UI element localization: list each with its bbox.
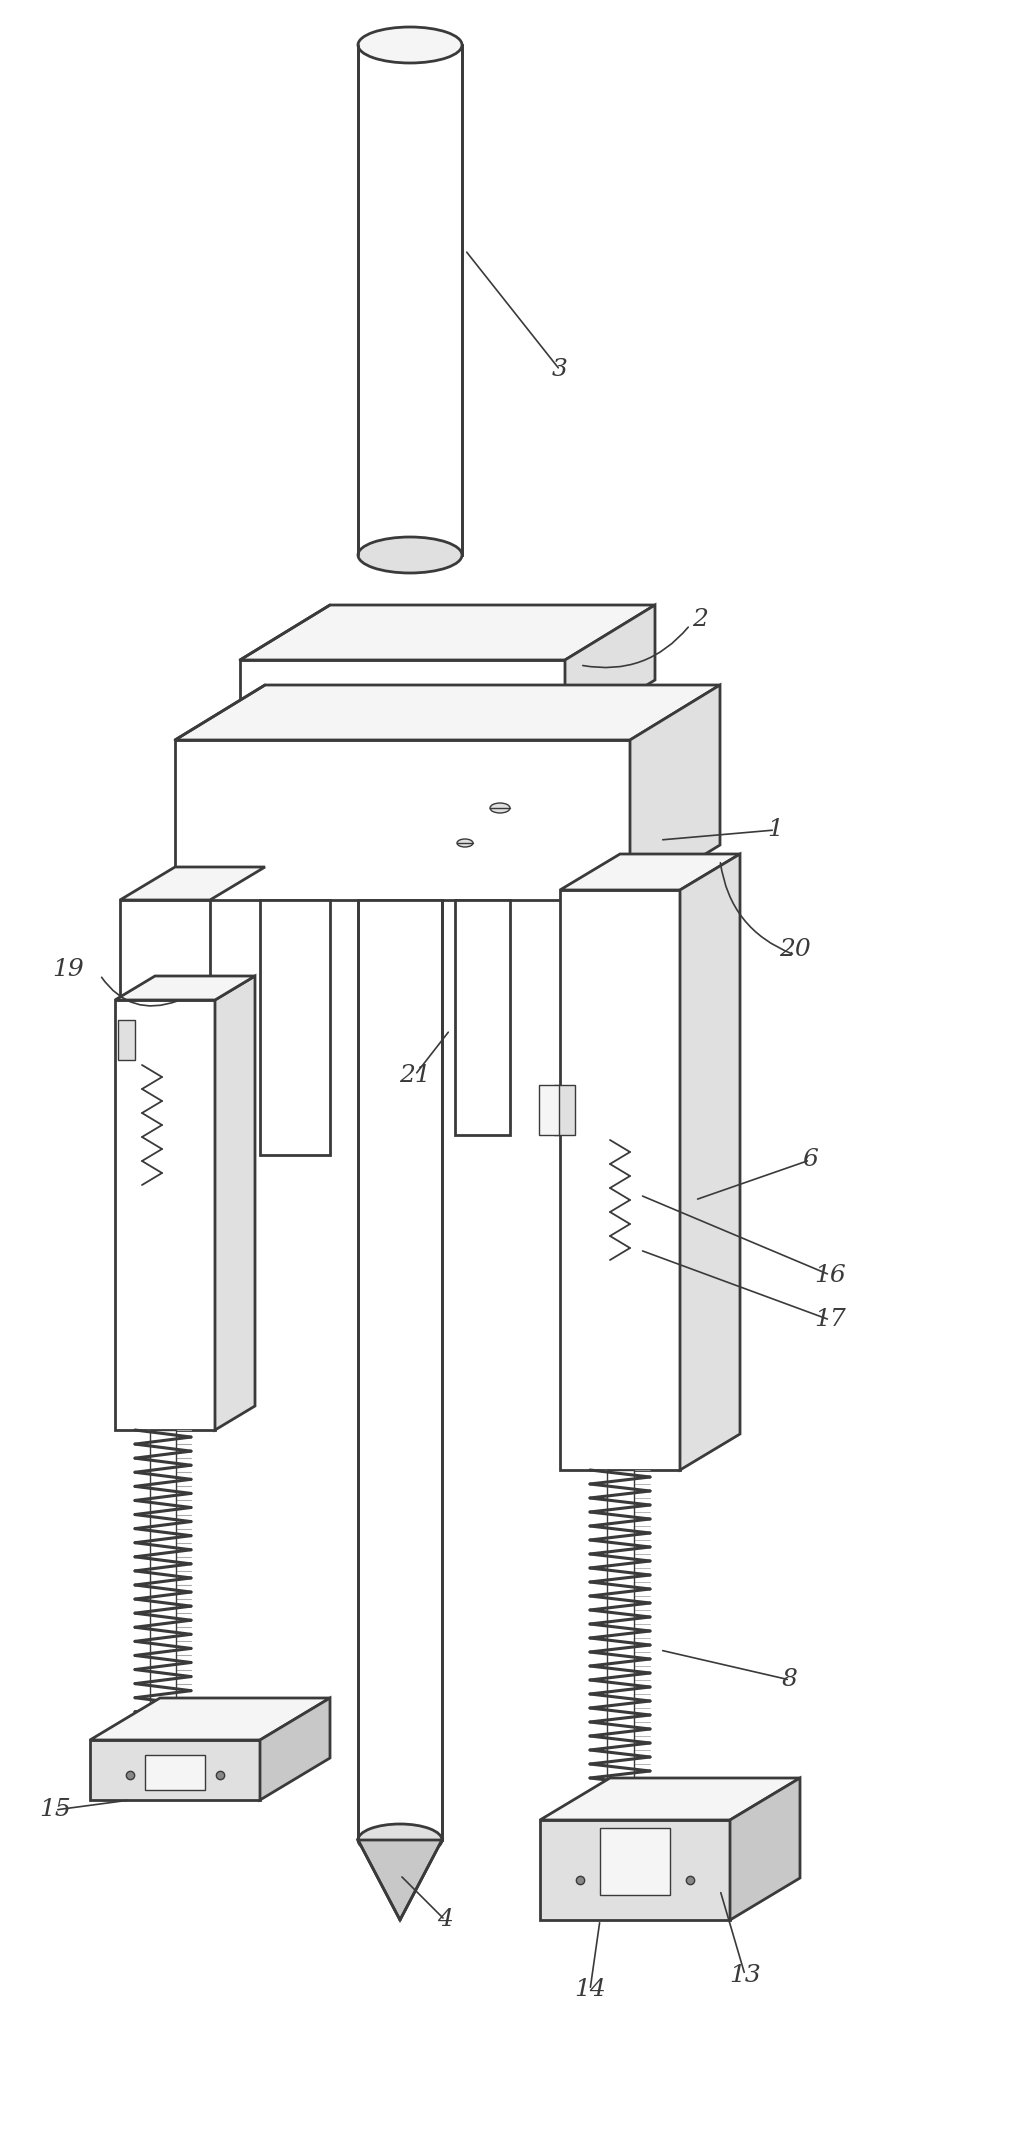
- Text: 13: 13: [729, 1963, 760, 1986]
- Text: 16: 16: [814, 1264, 845, 1287]
- Text: 2: 2: [692, 609, 708, 631]
- Polygon shape: [565, 605, 655, 735]
- Polygon shape: [540, 1820, 730, 1920]
- Polygon shape: [175, 684, 720, 739]
- Ellipse shape: [358, 537, 462, 573]
- Polygon shape: [358, 899, 442, 1839]
- Polygon shape: [560, 891, 680, 1470]
- Polygon shape: [540, 1777, 800, 1820]
- Text: 4: 4: [437, 1909, 453, 1931]
- Polygon shape: [145, 1756, 205, 1790]
- Polygon shape: [90, 1698, 330, 1741]
- Polygon shape: [120, 867, 265, 899]
- Text: 3: 3: [552, 358, 568, 381]
- Ellipse shape: [358, 1824, 442, 1856]
- Polygon shape: [730, 1777, 800, 1920]
- Polygon shape: [240, 605, 655, 661]
- Polygon shape: [260, 899, 330, 1155]
- Text: 21: 21: [399, 1063, 431, 1087]
- Polygon shape: [120, 899, 210, 999]
- Polygon shape: [175, 739, 630, 899]
- Polygon shape: [358, 45, 462, 554]
- Polygon shape: [630, 684, 720, 899]
- Ellipse shape: [490, 803, 510, 814]
- Text: 19: 19: [52, 959, 84, 982]
- Polygon shape: [90, 1741, 260, 1801]
- Text: 6: 6: [802, 1149, 818, 1172]
- Polygon shape: [554, 1085, 575, 1136]
- Text: 8: 8: [782, 1669, 798, 1692]
- Ellipse shape: [358, 28, 462, 64]
- Polygon shape: [115, 999, 215, 1430]
- Polygon shape: [260, 1698, 330, 1801]
- Polygon shape: [606, 1470, 633, 1820]
- Text: 17: 17: [814, 1308, 845, 1332]
- Polygon shape: [600, 1828, 670, 1894]
- Text: 14: 14: [574, 1978, 606, 2001]
- Polygon shape: [455, 899, 510, 1136]
- Polygon shape: [680, 855, 740, 1470]
- Polygon shape: [240, 661, 565, 735]
- Ellipse shape: [457, 840, 473, 846]
- Polygon shape: [115, 976, 255, 999]
- Polygon shape: [539, 1085, 559, 1136]
- Polygon shape: [560, 855, 740, 891]
- Polygon shape: [118, 1021, 135, 1059]
- Text: 20: 20: [779, 938, 811, 961]
- Polygon shape: [150, 1430, 175, 1741]
- Text: 15: 15: [39, 1799, 70, 1822]
- Polygon shape: [358, 1839, 442, 1920]
- Polygon shape: [215, 976, 255, 1430]
- Text: 1: 1: [767, 818, 783, 842]
